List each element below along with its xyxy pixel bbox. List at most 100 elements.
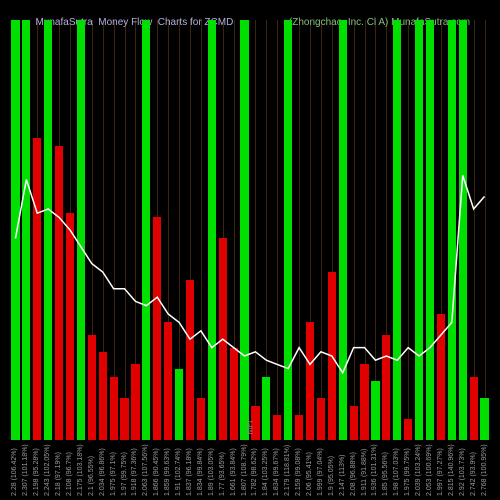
bar (22, 20, 30, 440)
x-label: 1.9 (95.05%) (328, 456, 335, 496)
x-label: 2.815 (140.96%) (448, 444, 455, 496)
bar (120, 398, 128, 440)
bar (11, 20, 19, 440)
x-label: 2.039 (103.24%) (415, 444, 422, 496)
bar (328, 272, 336, 440)
bar (88, 335, 96, 440)
x-label: 1.975 (97.1%) (110, 452, 117, 496)
x-label: 1.782 (98.62%) (251, 448, 258, 496)
x-axis-labels: 2.28 (106.42%) 2.307 (101.18%) 2.198 (95.2… (10, 440, 490, 500)
bar (415, 20, 423, 440)
bar (110, 377, 118, 440)
x-label: 2.147 (113%) (339, 454, 346, 496)
x-label: 1.837 (96.18%) (186, 448, 193, 496)
bar (33, 138, 41, 440)
x-label: 2.159 (99.08%) (295, 448, 302, 496)
x-label: 1.866 (90.45%) (153, 448, 160, 496)
x-label: 2.1 (96.55%) (88, 456, 95, 496)
bar (208, 20, 216, 440)
x-label: 1.97 (99.75%) (121, 452, 128, 496)
x-label: 1.936 (101.31%) (371, 444, 378, 496)
bar (175, 369, 183, 440)
bar (393, 20, 401, 440)
x-label: 1.911 (91.88%) (361, 449, 368, 496)
grid-line (375, 20, 376, 440)
bar (142, 20, 150, 440)
bar (284, 20, 292, 440)
bar (99, 352, 107, 440)
money-flow-chart (10, 20, 490, 440)
bar (295, 415, 303, 440)
bar (164, 322, 172, 440)
bar (480, 398, 488, 440)
x-label: 1.77 (93.65%) (219, 452, 226, 496)
bar (186, 280, 194, 440)
bar (339, 20, 347, 440)
x-label: 2.034 (96.86%) (99, 448, 106, 496)
bar (55, 146, 63, 440)
x-label: 2.179 (118.81%) (284, 445, 291, 496)
x-label: 2.108 (96.7%) (66, 452, 73, 496)
x-label: 2.175 (103.18%) (77, 444, 84, 496)
grid-line (255, 20, 256, 440)
bar (360, 364, 368, 440)
grid-line (201, 20, 202, 440)
bar (262, 377, 270, 440)
x-label: 2.768 (100.95%) (481, 444, 488, 496)
x-label: 2.198 (95.28%) (33, 448, 40, 496)
x-label: 1.84 (103.25%) (262, 448, 269, 496)
x-label: 2.307 (101.18%) (22, 444, 29, 496)
x-label: 1.918 (97.36%) (131, 448, 138, 496)
x-label: 2.08 (96.88%) (350, 452, 357, 496)
bar (426, 20, 434, 440)
grid-line (354, 20, 355, 440)
bar (66, 213, 74, 440)
x-label: 2.742 (93.9%) (470, 452, 477, 496)
x-label: 1.661 (93.84%) (230, 448, 237, 496)
bar (350, 406, 358, 440)
x-label: 1.807 (108.79%) (241, 444, 248, 496)
grid-line (125, 20, 126, 440)
bar (197, 398, 205, 440)
bar (317, 398, 325, 440)
bar (273, 415, 281, 440)
grid-line (321, 20, 322, 440)
x-label: 1.997 (97.27%) (437, 448, 444, 496)
x-label: 2.92 (103.73%) (459, 448, 466, 496)
bar (153, 217, 161, 440)
bar (44, 20, 52, 440)
bar (470, 377, 478, 440)
bar (404, 419, 412, 440)
x-label: 1.834 (99.67%) (273, 448, 280, 496)
x-label: 1.98 (107.03%) (393, 448, 400, 496)
grid-line (277, 20, 278, 440)
x-label: 2.243 (102.05%) (44, 444, 51, 496)
x-label: 2.06 (95.41%) (306, 452, 313, 496)
bar (448, 20, 456, 440)
bar (437, 314, 445, 440)
x-label: 1.834 (99.84%) (197, 448, 204, 496)
y-axis-label: MFI (246, 421, 255, 435)
bar (382, 335, 390, 440)
x-label: 1.999 (97.04%) (317, 448, 324, 496)
grid-line (485, 20, 486, 440)
bar (131, 364, 139, 440)
bar (230, 348, 238, 440)
x-label: 2.053 (100.69%) (426, 444, 433, 496)
x-label: 1.91 (102.74%) (175, 448, 182, 496)
x-label: 1.85 (95.56%) (382, 452, 389, 496)
bar (306, 322, 314, 440)
x-label: 1.89 (103.05%) (208, 448, 215, 496)
bar (459, 20, 467, 440)
x-label: 2.063 (107.56%) (142, 444, 149, 496)
x-label: 2.28 (106.42%) (11, 448, 18, 496)
bar (219, 238, 227, 440)
bar (240, 20, 248, 440)
x-label: 1.859 (99.63%) (164, 448, 171, 496)
x-label: 1.975 (99.75%) (404, 448, 411, 496)
bar (77, 20, 85, 440)
x-label: 2.18 (97.19%) (55, 452, 62, 496)
grid-line (299, 20, 300, 440)
bar (371, 381, 379, 440)
grid-line (408, 20, 409, 440)
